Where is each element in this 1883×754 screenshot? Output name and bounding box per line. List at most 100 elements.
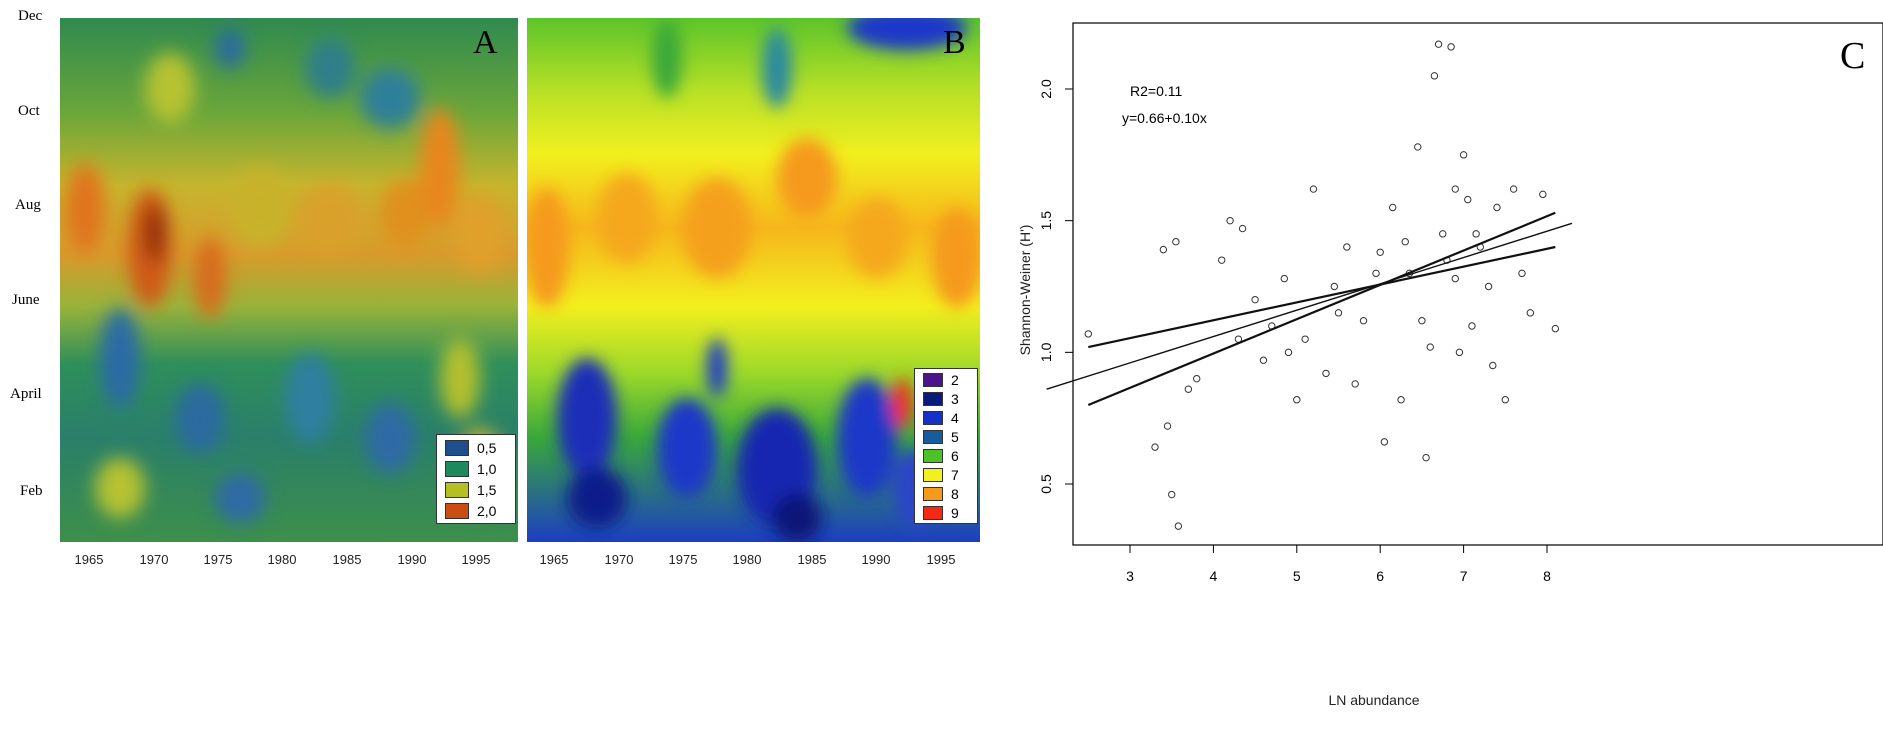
scatter-point [1439, 230, 1447, 238]
legend-label: 6 [951, 447, 959, 464]
y-tick-label: 2.0 [1038, 79, 1054, 99]
legend-swatch [923, 448, 943, 463]
scatter-point [1238, 224, 1247, 233]
x-tick-label: 6 [1376, 568, 1384, 584]
x-tick-label: 1995 [461, 552, 491, 567]
scatter-point [1422, 453, 1430, 462]
scatter-point [1459, 151, 1468, 159]
legend-label: 9 [951, 504, 959, 521]
y-tick-label: Aug [15, 197, 41, 213]
scatter-point [1434, 40, 1443, 48]
plot-frame [1072, 22, 1883, 546]
legend-item: 4 [915, 408, 977, 427]
scatter-point [1380, 438, 1389, 446]
scatter-point [1280, 274, 1288, 283]
scatter-point [1426, 343, 1434, 351]
scatter-point [1472, 230, 1480, 238]
scatter-point [1218, 256, 1226, 264]
legend-item: 1,5 [437, 479, 515, 500]
x-tick-label: 4 [1210, 568, 1218, 584]
x-tick-label: 1965 [539, 552, 569, 567]
scatter-point [1509, 185, 1518, 193]
legend-label: 5 [951, 428, 959, 445]
scatter-point [1226, 216, 1234, 225]
legend-label: 0,5 [477, 439, 497, 456]
scatter-point [1184, 385, 1193, 393]
legend-a: 0,5 1,0 1,5 2,0 [436, 434, 516, 524]
legend-label: 4 [951, 409, 959, 426]
scatter-point [1430, 72, 1439, 80]
scatter-point [1484, 282, 1493, 291]
panel-label-a: A [473, 24, 498, 61]
scatter-point [1359, 317, 1368, 325]
regression-line [1046, 222, 1573, 390]
scatter-point [1293, 396, 1301, 404]
scatter-point [1372, 269, 1380, 278]
scatter-point [1539, 190, 1547, 199]
scatter-point [1301, 335, 1309, 343]
legend-swatch [445, 439, 469, 456]
scatter-point [1168, 490, 1176, 499]
scatter-plot-c: 3 4 5 6 7 8 0.5 1.0 1.5 2.0 R2=0.11 y=0.66+0.10x… [1017, 22, 1883, 708]
scatter-point [1526, 309, 1535, 317]
scatter-point [1322, 369, 1330, 378]
scatter-point [1309, 185, 1318, 193]
confidence-band-upper [1088, 245, 1556, 349]
scatter-point [1493, 203, 1501, 212]
scatter-point [1334, 309, 1343, 317]
scatter-point [1084, 330, 1093, 338]
x-tick-label: 1985 [797, 552, 827, 567]
legend-label: 2 [951, 371, 959, 388]
legend-item: 5 [915, 427, 977, 446]
y-tick-label: 1.5 [1038, 211, 1054, 231]
y-axis-c: 0.5 1.0 1.5 2.0 [1038, 79, 1073, 494]
legend-swatch [923, 429, 943, 444]
y-tick-label: Dec [18, 8, 43, 24]
x-tick-label: 1980 [732, 552, 762, 567]
y-tick-label: Oct [18, 103, 40, 119]
x-tick-label: 1995 [926, 552, 956, 567]
x-tick-label: 1980 [267, 552, 297, 567]
legend-swatch [923, 505, 943, 520]
legend-label: 7 [951, 466, 959, 483]
y-tick-label: 0.5 [1038, 474, 1054, 494]
x-axis-title: LN abundance [1328, 692, 1419, 708]
x-tick-label: 1965 [74, 552, 104, 567]
scatter-point [1401, 238, 1409, 246]
x-tick-label: 1975 [203, 552, 233, 567]
x-tick-label: 3 [1126, 568, 1134, 584]
scatter-point [1418, 317, 1426, 325]
scatter-point [1389, 203, 1397, 212]
x-tick-label: 1970 [139, 552, 169, 567]
regression-lines [1046, 211, 1573, 407]
legend-swatch [445, 502, 469, 519]
heatmap-b-blobs [527, 18, 980, 542]
scatter-point [1172, 238, 1180, 246]
legend-swatch [445, 460, 469, 477]
scatter-point [1447, 43, 1455, 51]
y-axis-title: Shannon-Weiner (H') [1017, 225, 1033, 356]
legend-item: 7 [915, 465, 977, 484]
scatter-points [1084, 40, 1560, 530]
scatter-point [1501, 396, 1509, 404]
scatter-point [1551, 324, 1560, 333]
legend-b: 2 3 4 5 6 7 8 9 [914, 368, 978, 524]
scatter-point [1518, 269, 1526, 278]
legend-label: 1,0 [477, 460, 497, 477]
legend-swatch [923, 486, 943, 501]
scatter-point [1351, 380, 1359, 388]
x-tick-label: 1975 [668, 552, 698, 567]
x-tick-label: 1990 [397, 552, 427, 567]
scatter-point [1414, 143, 1422, 151]
panel-label-b: B [943, 24, 966, 61]
scatter-point [1343, 243, 1351, 251]
annotation-r2: R2=0.11 [1130, 83, 1182, 99]
legend-swatch [445, 481, 469, 498]
scatter-point [1193, 374, 1201, 383]
scatter-point [1151, 443, 1159, 451]
scatter-point [1451, 274, 1459, 283]
legend-item: 8 [915, 484, 977, 503]
scatter-point [1455, 348, 1464, 357]
legend-item: 6 [915, 446, 977, 465]
heatmap-panel-a: Dec Oct Aug June April Feb 1965 1970 197… [0, 0, 525, 600]
